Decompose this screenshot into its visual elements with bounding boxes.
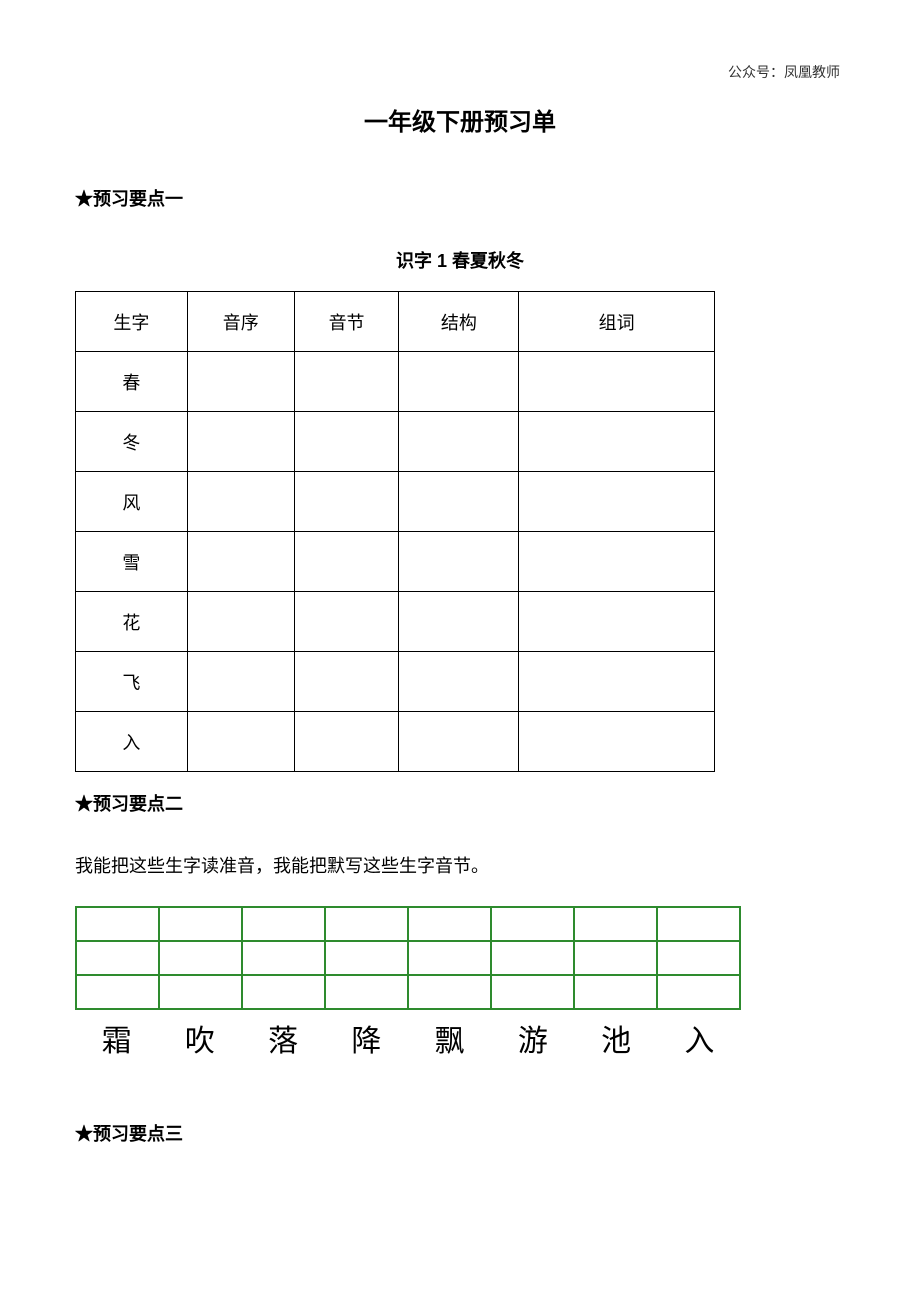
table-cell: [187, 472, 294, 532]
table-cell: [294, 592, 399, 652]
table-cell: 入: [76, 712, 188, 772]
practice-char: 飘: [408, 1016, 491, 1060]
grid-cell: [574, 941, 657, 975]
grid-cell: [491, 941, 574, 975]
table-cell: [519, 472, 715, 532]
table-row: 雪: [76, 532, 715, 592]
grid-cell: [325, 907, 408, 941]
col-header: 组词: [519, 292, 715, 352]
table-cell: [187, 352, 294, 412]
grid-cell: [408, 975, 491, 1009]
grid-cell: [76, 975, 159, 1009]
grid-cell: [325, 975, 408, 1009]
section2-text: 我能把这些生字读准音，我能把默写这些生字音节。: [75, 852, 845, 878]
table-cell: [399, 472, 519, 532]
table-cell: [399, 592, 519, 652]
practice-char: 降: [325, 1016, 408, 1060]
table-cell: 雪: [76, 532, 188, 592]
grid-cell: [574, 907, 657, 941]
table-row: 飞: [76, 652, 715, 712]
table-cell: [519, 712, 715, 772]
grid-cell: [491, 975, 574, 1009]
table-cell: [187, 532, 294, 592]
grid-cell: [159, 941, 242, 975]
section2-heading: ★预习要点二: [75, 790, 845, 816]
grid-row: [76, 941, 740, 975]
table-cell: [519, 352, 715, 412]
section3-heading: ★预习要点三: [75, 1120, 845, 1146]
grid-cell: [408, 941, 491, 975]
grid-cell: [242, 941, 325, 975]
grid-cell: [657, 907, 740, 941]
table-cell: [399, 352, 519, 412]
table-cell: [519, 532, 715, 592]
grid-row: [76, 975, 740, 1009]
grid-row: [76, 907, 740, 941]
practice-char: 入: [658, 1016, 741, 1060]
grid-cell: [242, 975, 325, 1009]
table-cell: 春: [76, 352, 188, 412]
table-header-row: 生字 音序 音节 结构 组词: [76, 292, 715, 352]
table-row: 春: [76, 352, 715, 412]
table-cell: 飞: [76, 652, 188, 712]
page-title: 一年级下册预习单: [75, 102, 845, 137]
header-note: 公众号：凤凰教师: [728, 62, 840, 82]
col-header: 音序: [187, 292, 294, 352]
table-cell: 花: [76, 592, 188, 652]
practice-char: 霜: [75, 1016, 158, 1060]
table-cell: [399, 412, 519, 472]
table-cell: [294, 532, 399, 592]
table-cell: [294, 412, 399, 472]
grid-cell: [657, 975, 740, 1009]
pinyin-grid: [75, 906, 741, 1010]
table-row: 风: [76, 472, 715, 532]
table-row: 入: [76, 712, 715, 772]
grid-cell: [159, 907, 242, 941]
lesson-title: 识字 1 春夏秋冬: [75, 247, 845, 273]
grid-cell: [76, 941, 159, 975]
table-cell: [294, 472, 399, 532]
grid-cell: [491, 907, 574, 941]
character-row: 霜 吹 落 降 飘 游 池 入: [75, 1016, 741, 1060]
practice-char: 游: [491, 1016, 574, 1060]
table-cell: [294, 712, 399, 772]
table-cell: [519, 652, 715, 712]
table-row: 冬: [76, 412, 715, 472]
table-cell: [187, 412, 294, 472]
table-cell: [399, 652, 519, 712]
table-cell: [399, 532, 519, 592]
table-cell: [294, 352, 399, 412]
character-table: 生字 音序 音节 结构 组词 春 冬 风: [75, 291, 715, 772]
practice-char: 吹: [158, 1016, 241, 1060]
section1-heading: ★预习要点一: [75, 185, 845, 211]
table-cell: [399, 712, 519, 772]
grid-cell: [408, 907, 491, 941]
table-cell: [187, 592, 294, 652]
col-header: 生字: [76, 292, 188, 352]
grid-cell: [325, 941, 408, 975]
table-cell: [519, 412, 715, 472]
practice-char: 池: [575, 1016, 658, 1060]
table-cell: [187, 712, 294, 772]
col-header: 结构: [399, 292, 519, 352]
grid-cell: [574, 975, 657, 1009]
table-cell: [519, 592, 715, 652]
grid-cell: [242, 907, 325, 941]
table-row: 花: [76, 592, 715, 652]
table-cell: 冬: [76, 412, 188, 472]
table-cell: 风: [76, 472, 188, 532]
grid-cell: [76, 907, 159, 941]
table-cell: [294, 652, 399, 712]
grid-cell: [159, 975, 242, 1009]
grid-cell: [657, 941, 740, 975]
col-header: 音节: [294, 292, 399, 352]
table-cell: [187, 652, 294, 712]
practice-char: 落: [242, 1016, 325, 1060]
